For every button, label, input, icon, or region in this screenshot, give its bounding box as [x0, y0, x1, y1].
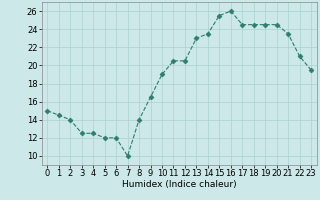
X-axis label: Humidex (Indice chaleur): Humidex (Indice chaleur): [122, 180, 236, 189]
